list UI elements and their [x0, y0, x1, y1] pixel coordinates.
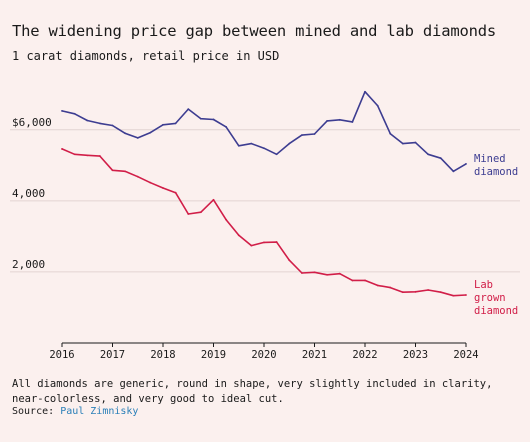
data-point-lab — [149, 181, 152, 184]
data-point-mined — [427, 153, 430, 156]
data-point-mined — [439, 157, 442, 160]
data-point-lab — [364, 279, 366, 282]
data-point-lab — [98, 155, 101, 157]
data-point-lab — [389, 286, 392, 289]
series-label-lab: diamond — [474, 305, 518, 317]
data-point-lab — [250, 244, 253, 247]
source-label: Source: — [12, 406, 55, 417]
data-point-lab — [401, 291, 404, 294]
data-point-mined — [136, 137, 139, 139]
series-label-lab: grown — [474, 292, 506, 304]
data-point-lab — [326, 273, 329, 276]
data-point-lab — [313, 271, 316, 274]
x-tick-label: 2019 — [201, 349, 226, 361]
data-point-mined — [401, 142, 404, 145]
y-tick-label: 2,000 — [12, 258, 45, 271]
data-point-mined — [338, 118, 341, 121]
y-tick-label: $6,000 — [12, 116, 52, 129]
data-point-lab — [187, 213, 190, 215]
chart-source: Source: Paul Zimnisky — [12, 406, 138, 417]
data-point-mined — [275, 153, 278, 156]
data-point-lab — [263, 241, 265, 244]
data-point-mined — [250, 142, 253, 145]
data-point-mined — [300, 134, 303, 136]
data-point-lab — [338, 272, 341, 275]
data-point-lab — [111, 169, 114, 172]
data-point-mined — [86, 119, 89, 122]
data-point-mined — [149, 131, 152, 134]
data-point-lab — [300, 272, 303, 274]
series-line-lab — [61, 148, 467, 297]
data-point-mined — [212, 118, 215, 121]
data-point-mined — [364, 90, 366, 93]
data-point-mined — [199, 117, 202, 120]
data-point-mined — [73, 112, 76, 115]
data-point-lab — [199, 211, 202, 214]
data-point-lab — [61, 148, 63, 150]
data-point-lab — [73, 153, 76, 156]
series-label-mined: diamond — [474, 166, 518, 178]
x-tick-label: 2018 — [150, 349, 175, 361]
data-point-mined — [465, 162, 467, 165]
x-tick-label: 2022 — [352, 349, 377, 361]
data-point-lab — [288, 259, 291, 262]
data-point-lab — [86, 154, 89, 157]
x-tick-label: 2017 — [100, 349, 125, 361]
x-tick-label: 2020 — [251, 349, 276, 361]
x-tick-label: 2021 — [302, 349, 327, 361]
data-point-mined — [376, 104, 379, 107]
data-point-lab — [465, 294, 467, 296]
data-point-mined — [237, 144, 240, 147]
data-point-mined — [452, 170, 455, 173]
series-label-lab: Lab — [474, 279, 493, 291]
data-point-mined — [124, 132, 127, 135]
data-point-mined — [263, 147, 265, 150]
data-point-mined — [351, 121, 354, 123]
data-point-mined — [313, 133, 316, 135]
data-point-lab — [174, 191, 177, 194]
chart-subtitle: 1 carat diamonds, retail price in USD — [12, 49, 280, 63]
x-tick-label: 2023 — [403, 349, 428, 361]
data-point-mined — [389, 132, 392, 135]
data-point-lab — [427, 289, 430, 291]
data-point-mined — [225, 126, 228, 128]
data-point-mined — [187, 108, 190, 111]
data-point-lab — [351, 279, 354, 282]
data-point-lab — [136, 175, 139, 178]
data-point-lab — [212, 198, 215, 201]
data-point-mined — [61, 110, 63, 112]
data-point-lab — [452, 294, 455, 297]
data-point-lab — [162, 187, 164, 189]
y-tick-label: 4,000 — [12, 187, 45, 200]
x-tick-label: 2016 — [49, 349, 74, 361]
data-point-lab — [414, 290, 417, 293]
chart-footnote: All diamonds are generic, round in shape… — [12, 378, 493, 405]
chart-title: The widening price gap between mined and… — [12, 22, 496, 40]
data-point-mined — [98, 122, 101, 125]
data-point-lab — [124, 170, 127, 173]
series-line-mined — [61, 90, 467, 173]
data-point-mined — [174, 122, 177, 125]
data-point-lab — [225, 218, 228, 221]
x-tick-label: 2024 — [453, 349, 478, 361]
data-point-lab — [376, 284, 379, 287]
data-point-mined — [162, 123, 164, 126]
data-point-lab — [275, 241, 278, 243]
data-point-lab — [237, 234, 240, 237]
data-point-mined — [288, 142, 291, 145]
source-link[interactable]: Paul Zimnisky — [60, 406, 139, 417]
data-point-mined — [326, 119, 329, 122]
data-point-lab — [439, 291, 442, 294]
data-point-mined — [111, 124, 114, 127]
series-label-mined: Mined — [474, 153, 506, 165]
data-point-mined — [414, 141, 417, 144]
